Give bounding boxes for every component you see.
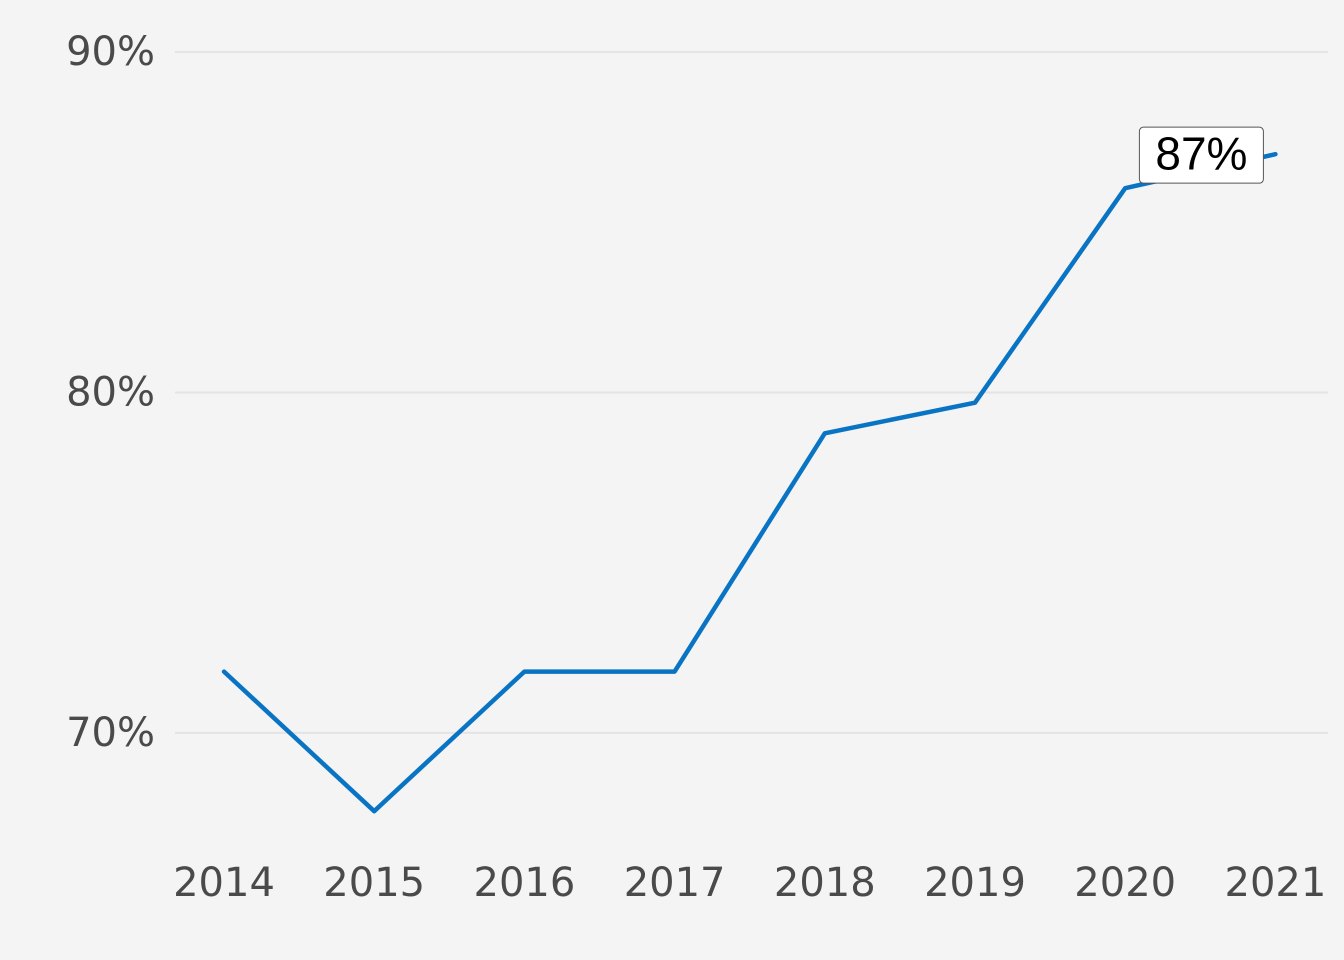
x-tick-label: 2020 [1074, 860, 1176, 906]
x-tick-label: 2019 [924, 860, 1026, 906]
x-tick-label: 2017 [624, 860, 726, 906]
x-tick-label: 2016 [474, 860, 576, 906]
y-tick-label: 70% [66, 710, 155, 756]
line-series [221, 151, 1278, 814]
x-tick-label: 2021 [1225, 860, 1327, 906]
value-label: 87% [1155, 127, 1247, 179]
y-tick-label: 80% [66, 369, 155, 415]
x-tick-label: 2015 [323, 860, 425, 906]
value-label-box [1138, 126, 1264, 184]
x-tick-label: 2014 [173, 860, 275, 906]
x-tick-label: 2018 [774, 860, 876, 906]
y-tick-label: 90% [66, 29, 155, 75]
